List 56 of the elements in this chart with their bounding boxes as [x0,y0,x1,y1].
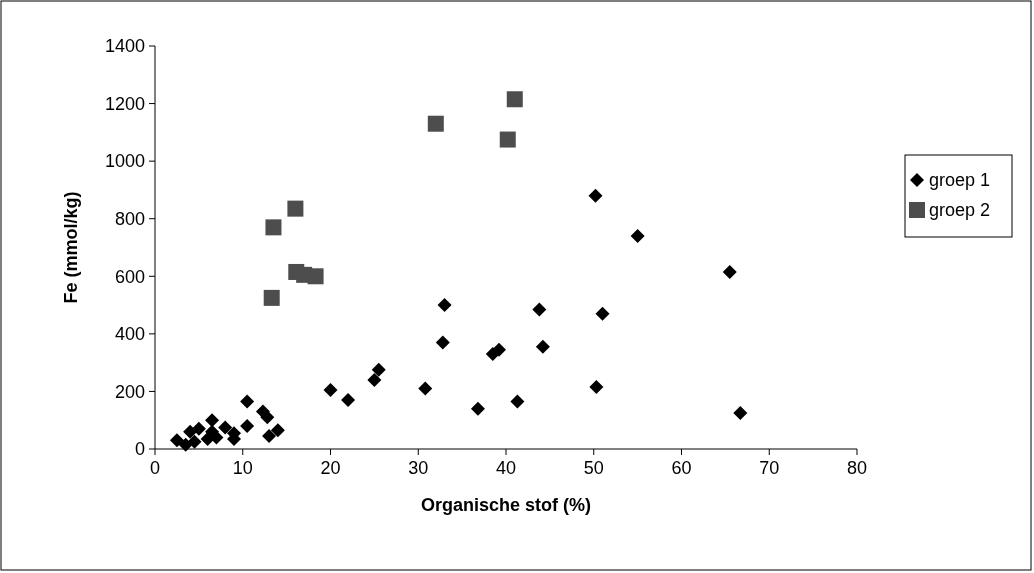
x-tick-label: 70 [759,458,780,478]
y-tick-label: 800 [114,209,145,230]
point [418,381,433,396]
point [263,289,280,306]
x-tick-label: 20 [320,458,341,478]
point [270,423,285,438]
y-tick-label: 1200 [104,93,145,114]
point [341,393,356,408]
y-tick-label: 600 [114,266,145,287]
point [240,418,255,433]
point [183,424,198,439]
y-tick-label: 0 [134,439,145,460]
point [722,264,737,279]
point [589,380,604,395]
point [169,433,184,448]
x-tick-label: 0 [149,458,161,478]
y-tick-label: 400 [114,324,145,345]
point [240,394,255,409]
x-tick-label: 40 [495,458,517,478]
point [260,410,275,425]
x-axis-title: Organische stof (%) [420,495,592,515]
point [595,306,610,321]
legend-label: groep 1 [929,170,991,191]
y-tick-label: 1000 [104,151,145,172]
point [307,268,324,285]
point [218,420,233,435]
point [287,200,304,217]
point [588,188,603,203]
y-tick-label: 200 [114,381,145,402]
point [367,372,382,387]
point [437,298,452,313]
point [470,401,485,416]
point [733,406,748,421]
point [187,434,202,449]
point [205,413,220,428]
y-axis-title: Fe (mmol/kg) [61,191,81,304]
point [427,115,444,132]
point [371,362,386,377]
point [532,302,547,317]
x-tick-label: 30 [408,458,429,478]
point [262,429,277,444]
x-tick-label: 50 [583,458,604,478]
point [435,335,450,350]
point [510,394,525,409]
x-tick-label: 80 [846,458,868,478]
x-tick-label: 10 [232,458,253,478]
point [265,219,282,236]
point [506,91,523,108]
x-tick-label: 60 [671,458,692,478]
point [323,382,338,397]
point [630,228,645,243]
y-tick-label: 1400 [104,36,145,57]
point [499,131,516,148]
point [535,339,550,354]
legend-label: groep 2 [929,200,991,221]
point [191,421,206,436]
